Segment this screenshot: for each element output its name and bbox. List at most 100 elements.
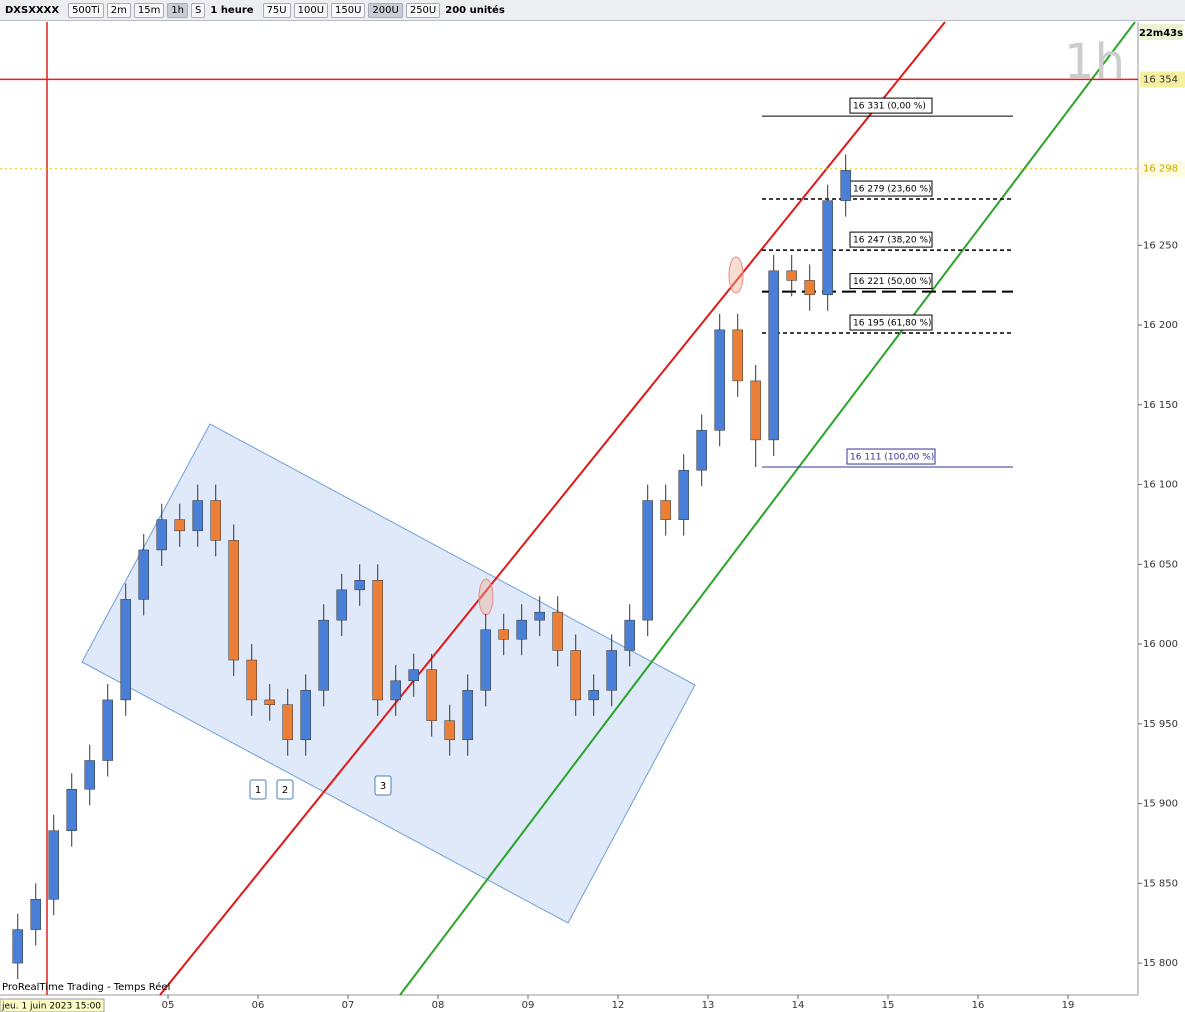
y-tick-label: 15 900 [1143, 799, 1178, 810]
x-tick-label: 12 [612, 1000, 625, 1011]
x-tick-label: 07 [342, 1000, 355, 1011]
fib-box [849, 97, 933, 114]
x-tick-label: 08 [432, 1000, 445, 1011]
candle-body [66, 788, 77, 831]
fib-label: 16 195 (61,80 %) [853, 319, 932, 329]
toolbar-button[interactable]: 1h [167, 2, 189, 18]
candle-body [624, 619, 635, 651]
candle-body [786, 270, 797, 281]
candle-body [462, 690, 473, 741]
candle-body [318, 619, 329, 691]
x-tick-label: 14 [792, 1000, 805, 1011]
toolbar-button[interactable]: 200U [368, 2, 403, 18]
fib-box [849, 273, 933, 290]
x-tick-label: 15 [882, 1000, 895, 1011]
candle-body [246, 659, 257, 701]
toolbar-button[interactable]: S [191, 2, 206, 18]
candle-body [480, 629, 491, 691]
timer-bg [1140, 24, 1183, 40]
start-label: jeu. 1 juin 2023 15:00 [1, 1002, 101, 1012]
candle-body [714, 329, 725, 431]
y-tick-label: 15 800 [1143, 958, 1178, 969]
candle-body [768, 270, 779, 441]
candle-body [570, 650, 581, 701]
toolbar-button[interactable]: 150U [331, 2, 366, 18]
candle-body [606, 650, 617, 691]
candle-body [264, 699, 275, 705]
toolbar-button[interactable]: 100U [293, 2, 329, 18]
candle-body [156, 519, 167, 551]
candle-body [30, 899, 41, 930]
candle-body [444, 720, 455, 741]
candle-body [840, 170, 851, 201]
candle-body [642, 500, 653, 621]
candle-body [696, 430, 707, 471]
y-tick-label: 15 950 [1143, 719, 1178, 730]
candle-body [138, 549, 149, 600]
candle-body [282, 704, 293, 741]
y-tick-label: 16 200 [1143, 320, 1178, 331]
candle-body [228, 540, 239, 661]
y-tick-label: 16 100 [1143, 480, 1178, 491]
candle-body [732, 329, 743, 382]
candle-body [174, 519, 185, 532]
pattern-box [276, 779, 294, 800]
units-select[interactable]: 200 unités [445, 4, 505, 16]
pattern-box [249, 779, 267, 800]
fib-label: 16 221 (50,00 %) [853, 277, 932, 287]
candle-body [426, 669, 437, 721]
candle-body [516, 619, 527, 640]
candle-body [84, 760, 95, 790]
y-tick-label: 16 050 [1143, 559, 1178, 570]
footer: ProRealTime Trading - Temps Réel [2, 981, 170, 993]
candle-body [822, 200, 833, 296]
pattern-label: 3 [380, 781, 386, 792]
candle-body [102, 699, 113, 761]
candle-body [588, 690, 599, 701]
x-tick-label: 06 [252, 1000, 265, 1011]
candle-body [660, 500, 671, 520]
level-label: 16 354 [1143, 74, 1178, 85]
candle-body [552, 611, 563, 651]
candle-body [354, 580, 365, 591]
level-tag [1140, 160, 1185, 177]
candle-body [300, 690, 311, 741]
toolbar-button[interactable]: 75U [262, 2, 291, 18]
candle-body [408, 669, 419, 682]
interval-select[interactable]: 1 heure [210, 4, 254, 16]
toolbar: DXSXXXX 500Ti 2m 15m 1h S 1 heure 75U 100U 150… [0, 0, 1185, 21]
candle-body [48, 830, 59, 900]
x-tick-label: 09 [522, 1000, 535, 1011]
fib-label: 16 331 (0,00 %) [853, 102, 926, 112]
candle-body [390, 680, 401, 701]
pattern-label: 1 [255, 785, 261, 796]
fib-label: 16 111 (100,00 %) [850, 453, 934, 463]
fib-label: 16 279 (23,60 %) [853, 185, 932, 195]
fib-box [849, 314, 933, 331]
watermark: 1h [1064, 34, 1125, 90]
y-tick-label: 15 850 [1143, 878, 1178, 889]
fib-box [846, 448, 936, 465]
level-tag [1140, 71, 1185, 88]
fib-box [849, 231, 933, 248]
candle-body [210, 500, 221, 541]
candle-body [498, 629, 509, 640]
toolbar-button[interactable]: 500Ti [68, 2, 104, 18]
trend-line [399, 21, 1136, 996]
marker [478, 578, 494, 616]
toolbar-button[interactable]: 15m [133, 2, 165, 18]
toolbar-button[interactable]: 250U [405, 2, 441, 18]
level-label: 16 298 [1143, 164, 1178, 175]
symbol[interactable]: DXSXXXX [5, 4, 60, 16]
candle-body [372, 580, 383, 701]
y-tick-label: 16 150 [1143, 400, 1178, 411]
candle-body [192, 500, 203, 532]
fib-label: 16 247 (38,20 %) [853, 236, 932, 246]
start-label-bg [0, 998, 105, 1012]
x-tick-label: 13 [702, 1000, 715, 1011]
x-tick-label: 16 [972, 1000, 985, 1011]
candle-body [678, 469, 689, 520]
toolbar-button[interactable]: 2m [106, 2, 131, 18]
channel [81, 423, 696, 924]
candle-body [120, 599, 131, 701]
